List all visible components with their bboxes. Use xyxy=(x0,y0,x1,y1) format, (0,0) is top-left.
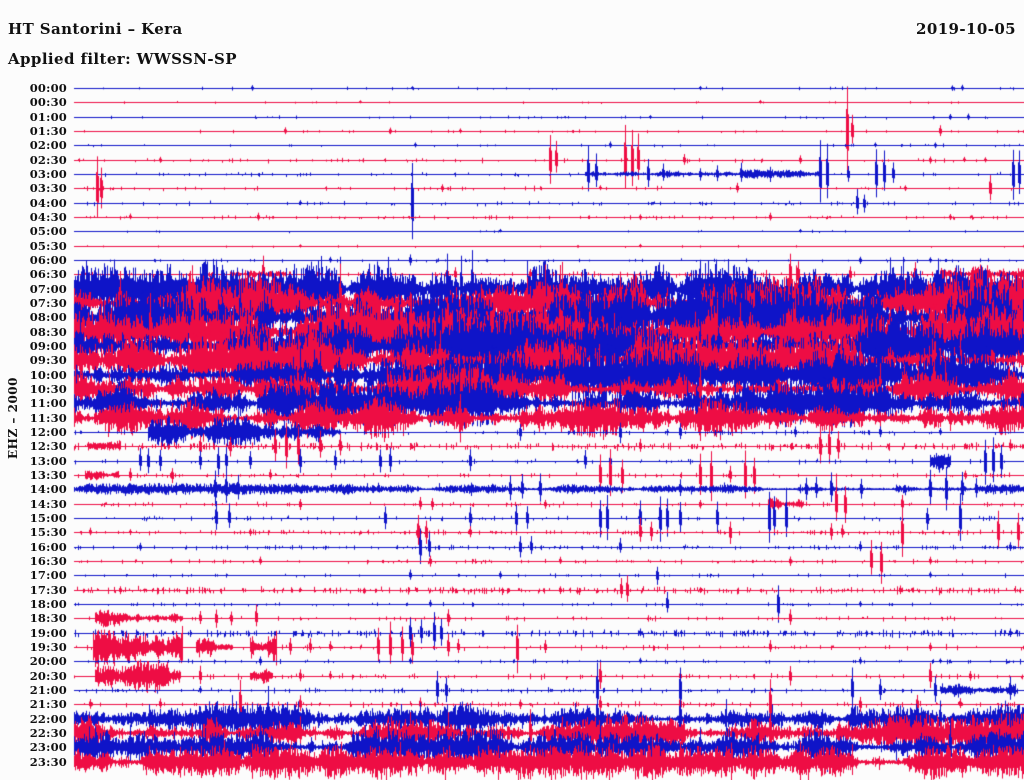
time-label: 11:00 xyxy=(29,396,67,411)
time-label: 05:00 xyxy=(29,224,67,239)
date-label: 2019-10-05 xyxy=(916,20,1016,38)
time-label: 23:30 xyxy=(29,754,67,769)
time-label: 01:30 xyxy=(29,123,67,138)
time-label: 20:30 xyxy=(29,668,67,683)
time-label: 22:00 xyxy=(29,711,67,726)
time-label: 10:00 xyxy=(29,367,67,382)
time-label: 23:00 xyxy=(29,740,67,755)
time-label: 03:30 xyxy=(29,181,67,196)
time-label: 08:00 xyxy=(29,310,67,325)
time-label: 06:30 xyxy=(29,267,67,282)
time-label: 19:30 xyxy=(29,639,67,654)
time-label: 11:30 xyxy=(29,410,67,425)
time-label: 14:00 xyxy=(29,482,67,497)
time-label: 07:00 xyxy=(29,281,67,296)
time-label: 21:30 xyxy=(29,697,67,712)
time-label: 20:00 xyxy=(29,654,67,669)
time-label: 01:00 xyxy=(29,109,67,124)
time-label: 10:30 xyxy=(29,381,67,396)
time-label: 06:00 xyxy=(29,252,67,267)
time-label: 15:30 xyxy=(29,525,67,540)
time-label: 12:30 xyxy=(29,439,67,454)
time-label: 17:30 xyxy=(29,582,67,597)
time-label: 18:00 xyxy=(29,596,67,611)
time-label: 02:30 xyxy=(29,152,67,167)
time-label: 02:00 xyxy=(29,138,67,153)
time-label: 12:00 xyxy=(29,424,67,439)
time-label: 22:30 xyxy=(29,725,67,740)
time-label: 00:00 xyxy=(29,81,67,95)
time-label: 21:00 xyxy=(29,682,67,697)
time-label: 05:30 xyxy=(29,238,67,253)
time-label: 09:30 xyxy=(29,353,67,368)
time-label: 19:00 xyxy=(29,625,67,640)
time-label: 18:30 xyxy=(29,611,67,626)
time-label: 07:30 xyxy=(29,295,67,310)
time-label: 15:00 xyxy=(29,510,67,525)
time-label: 09:00 xyxy=(29,338,67,353)
time-label: 00:30 xyxy=(29,95,67,110)
time-label: 13:30 xyxy=(29,467,67,482)
time-label: 14:30 xyxy=(29,496,67,511)
time-label: 03:00 xyxy=(29,166,67,181)
time-label: 04:00 xyxy=(29,195,67,210)
time-label: 08:30 xyxy=(29,324,67,339)
filter-label: Applied filter: WWSSN-SP xyxy=(8,50,237,68)
station-title: HT Santorini – Kera xyxy=(8,20,183,38)
time-label: 13:00 xyxy=(29,453,67,468)
time-label: 04:30 xyxy=(29,209,67,224)
time-label: 17:00 xyxy=(29,568,67,583)
time-label: 16:00 xyxy=(29,539,67,554)
time-label: 16:30 xyxy=(29,553,67,568)
